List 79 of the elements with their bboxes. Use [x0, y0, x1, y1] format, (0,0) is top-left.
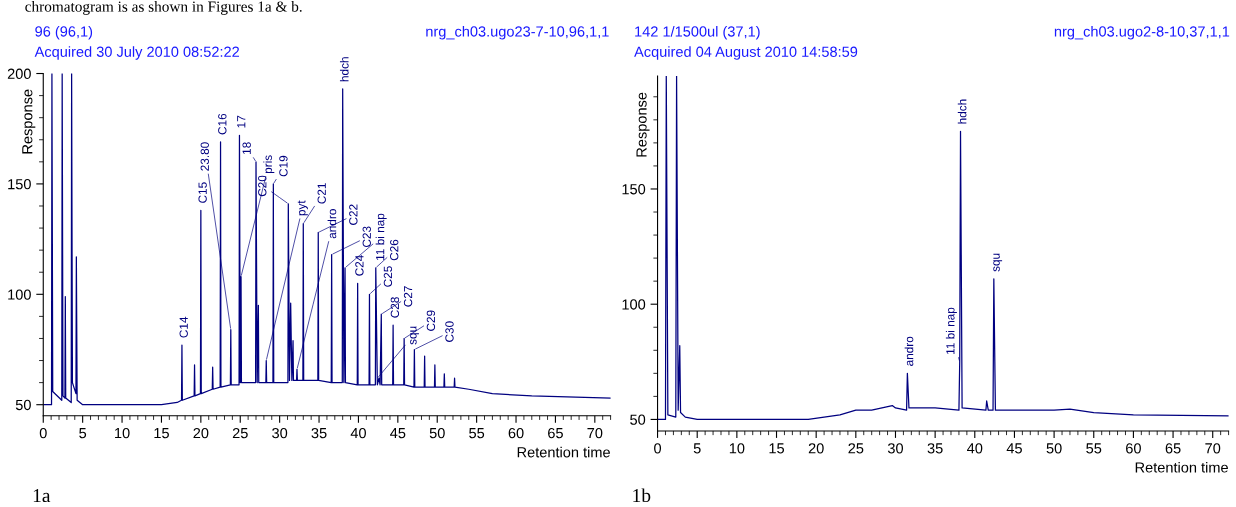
chart-title: 142 1/1500ul (37,1): [635, 25, 760, 40]
y-tick-label: 150: [8, 179, 31, 190]
annotation: C29: [426, 310, 436, 331]
x-tick-label: 50: [1046, 443, 1062, 454]
text: 1a: [33, 489, 51, 503]
annotation: pris: [263, 155, 275, 174]
line-series: [657, 76, 1229, 421]
x-tick-label: 55: [1086, 443, 1102, 454]
annotation: 17: [237, 115, 246, 128]
chart-subtitle: Acquired 04 August 2010 14:58:59: [634, 46, 858, 60]
annotation: 11 bi nap: [375, 213, 387, 260]
x-tick-label: 65: [1165, 443, 1181, 454]
x-tick-label: 35: [311, 427, 327, 439]
annotation: pyt: [297, 200, 308, 216]
text: chromatogram is as shown in Figures 1a & b.: [25, 1, 302, 15]
annotation: C24: [355, 255, 364, 276]
annotation: hdch: [957, 99, 967, 124]
annotation: C20: [258, 175, 267, 197]
x-tick-label: 20: [808, 443, 824, 454]
annotation: C14: [179, 316, 188, 338]
x-tick-label: 25: [232, 427, 248, 439]
annotation: C15: [198, 182, 207, 203]
annotation: C16: [218, 113, 227, 135]
x-tick-label: 5: [79, 428, 87, 439]
annotation: C28: [390, 297, 400, 318]
x-tick-label: 25: [848, 443, 864, 454]
x-axis-title: Retention time: [1135, 461, 1228, 473]
annotation: C23: [362, 226, 371, 248]
annotation: C30: [445, 321, 454, 342]
y-tick-label: 50: [630, 414, 646, 425]
x-tick-label: 50: [429, 427, 445, 439]
x-tick-label: 30: [272, 427, 288, 439]
x-tick-label: 40: [967, 443, 983, 454]
x-axis-title: Retention time: [517, 446, 610, 458]
y-tick-label: 100: [622, 299, 646, 310]
x-tick-label: 70: [1205, 443, 1221, 454]
annotation: squ: [410, 326, 419, 345]
x-tick-label: 5: [693, 443, 701, 454]
y-tick-label: 150: [622, 184, 646, 195]
x-tick-label: 20: [193, 427, 209, 439]
annotation: C22: [349, 204, 358, 225]
annotation: 23.80: [200, 142, 209, 171]
annotation: squ: [993, 253, 1003, 272]
annotation: C19: [279, 155, 288, 177]
x-tick-label: 15: [154, 428, 169, 439]
x-tick-label: 60: [1126, 443, 1141, 454]
x-tick-label: 30: [887, 443, 904, 454]
x-tick-label: 45: [1006, 443, 1022, 454]
annotation: C21: [317, 183, 326, 204]
y-tick-label: 200: [7, 68, 31, 79]
x-tick-label: 55: [469, 428, 485, 439]
annotation: 11 bi nap: [945, 307, 957, 354]
annotation: C25: [383, 266, 393, 287]
x-tick-label: 45: [390, 428, 406, 439]
annotation: hdch: [339, 57, 349, 82]
x-tick-label: 60: [508, 427, 524, 439]
text: 1b: [633, 488, 651, 503]
annotation: andro: [904, 336, 914, 366]
text: nrg_ch03.ugo2-8-10,37,1,1: [1054, 25, 1230, 40]
chart-title: 96 (96,1): [35, 25, 93, 40]
x-tick-label: 40: [350, 427, 366, 439]
chart-subtitle: Acquired 30 July 2010 08:52:22: [34, 46, 239, 60]
y-tick-label: 100: [8, 289, 31, 300]
x-tick-label: 35: [927, 443, 943, 454]
x-tick-label: 15: [769, 443, 785, 454]
x-tick-label: 65: [548, 427, 563, 439]
x-tick-label: 10: [729, 443, 745, 454]
y-axis-title: Response: [636, 92, 650, 157]
y-axis-title: Response: [22, 89, 36, 154]
x-tick-label: 0: [39, 427, 47, 439]
x-tick-label: 70: [587, 427, 603, 439]
x-tick-label: 0: [654, 443, 662, 454]
annotation: C26: [390, 239, 399, 261]
annotation: andro: [327, 209, 337, 239]
annotation: 18: [242, 142, 251, 154]
annotation: C27: [403, 286, 413, 307]
y-tick-label: 50: [15, 399, 31, 411]
x-tick-label: 10: [115, 427, 130, 439]
text: nrg_ch03.ugo23-7-10,96,1,1: [426, 25, 609, 40]
